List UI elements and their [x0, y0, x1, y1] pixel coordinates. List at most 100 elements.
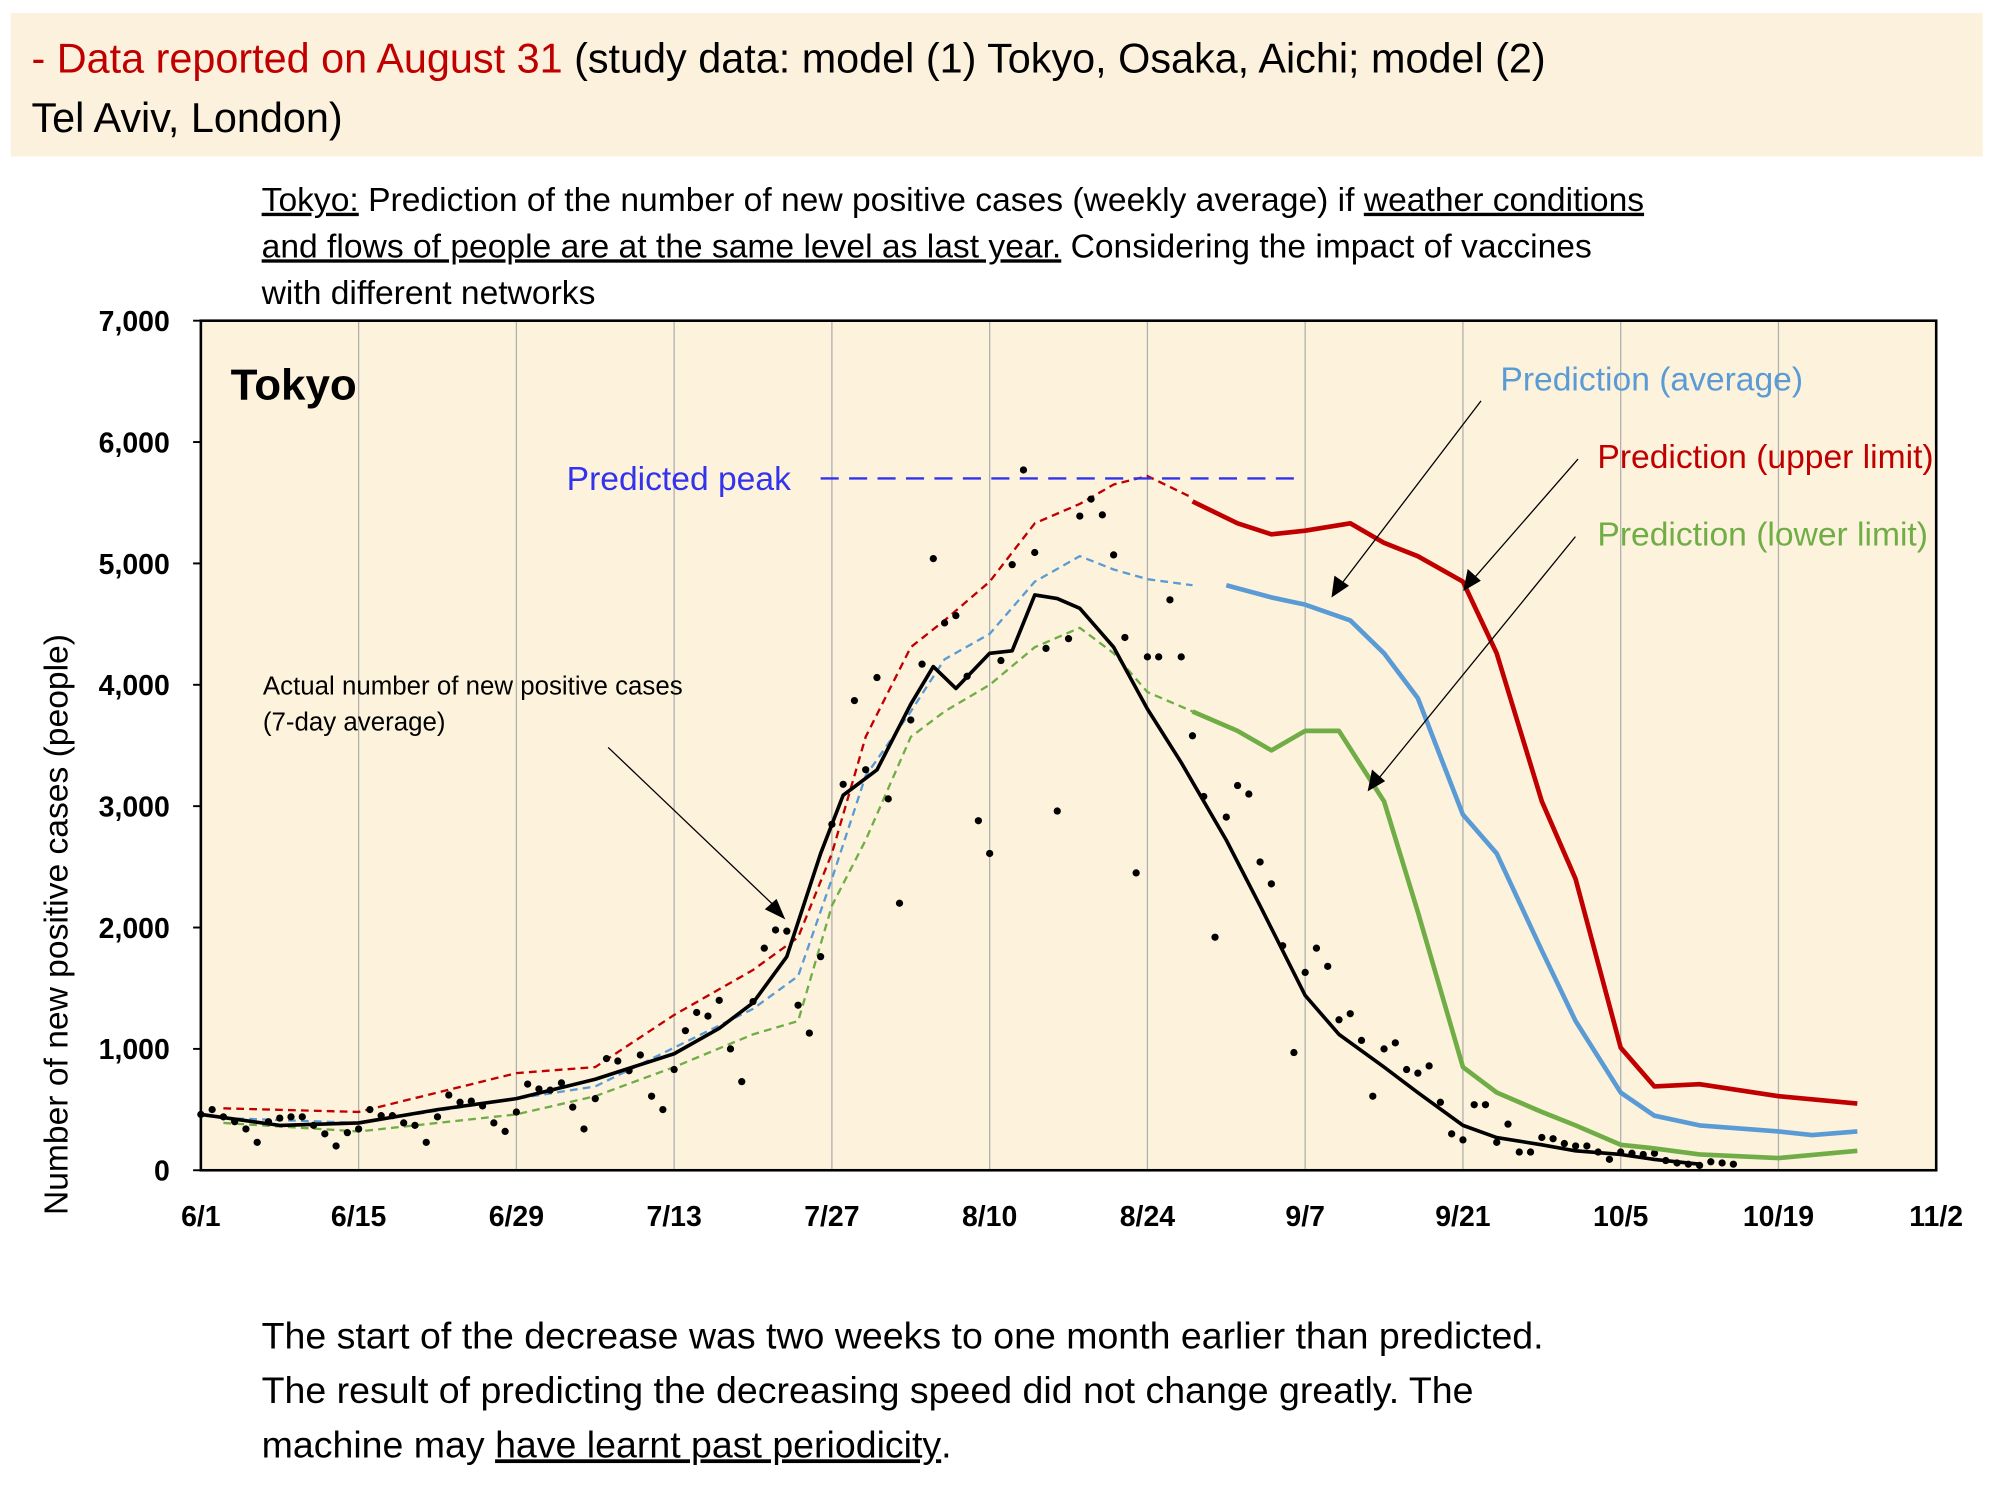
- daily-point: [557, 1079, 566, 1087]
- daily-point: [670, 1065, 678, 1074]
- daily-point: [445, 1091, 453, 1099]
- daily-point: [355, 1125, 363, 1133]
- arrow-head: [1463, 569, 1481, 591]
- arrow: [1377, 536, 1576, 781]
- peak-label: Predicted peak: [567, 461, 791, 498]
- daily-point: [1098, 511, 1106, 519]
- plot-area: [200, 320, 1937, 1171]
- daily-point: [1245, 790, 1253, 798]
- daily-point: [1436, 1098, 1445, 1106]
- daily-point: [1560, 1139, 1568, 1148]
- daily-point: [940, 619, 949, 627]
- daily-point: [636, 1051, 644, 1059]
- daily-point: [1391, 1039, 1399, 1047]
- line: [1191, 499, 1858, 1106]
- daily-point: [276, 1114, 284, 1122]
- x-tick-label: 11/2: [1909, 1201, 1963, 1233]
- daily-point: [771, 926, 780, 934]
- daily-point: [704, 1012, 712, 1020]
- legend-label: Prediction (average): [1500, 362, 1803, 399]
- y-tick-label: 3,000: [99, 792, 170, 824]
- daily-point: [422, 1138, 430, 1146]
- daily-point: [839, 780, 847, 788]
- daily-point: [1481, 1101, 1490, 1109]
- daily-point: [884, 795, 892, 803]
- daily-point: [1571, 1142, 1580, 1150]
- daily-point: [1233, 781, 1242, 790]
- subtitle-line: Tokyo: Prediction of the number of new p…: [262, 182, 1644, 219]
- header-text: (study data: model (1) Tokyo, Osaka, Aic…: [563, 35, 1546, 81]
- daily-point: [591, 1095, 599, 1103]
- x-tick-label: 8/24: [1120, 1201, 1176, 1233]
- daily-point: [1019, 466, 1028, 474]
- x-tick-label: 10/19: [1743, 1201, 1814, 1233]
- daily-point: [659, 1105, 667, 1114]
- daily-point: [862, 766, 870, 774]
- daily-point: [1053, 807, 1061, 815]
- daily-point: [535, 1085, 543, 1093]
- daily-point: [1109, 551, 1118, 559]
- x-tick-label: 6/29: [489, 1201, 544, 1233]
- arrow: [1471, 458, 1579, 582]
- daily-point: [1425, 1062, 1433, 1070]
- daily-point: [1177, 653, 1185, 661]
- daily-point: [343, 1129, 351, 1137]
- daily-point: [817, 953, 825, 961]
- daily-point: [1155, 653, 1163, 661]
- header-line: - Data reported on August 31 (study data…: [31, 35, 1545, 81]
- x-tick-label: 9/21: [1435, 1201, 1491, 1233]
- daily-point: [907, 716, 915, 724]
- y-axis-label: Number of new positive cases (people): [39, 634, 76, 1215]
- caption-line: The result of predicting the decreasing …: [262, 1369, 1474, 1411]
- daily-point: [1267, 880, 1275, 888]
- arrow-head: [1331, 575, 1349, 598]
- daily-point: [1448, 1130, 1456, 1138]
- daily-point: [1188, 732, 1197, 740]
- x-tick-label: 9/7: [1285, 1201, 1325, 1233]
- daily-point: [1357, 1036, 1366, 1045]
- texts: - Data reported on August 31 (study data…: [31, 35, 1963, 1465]
- daily-point: [726, 1045, 735, 1053]
- daily-point: [253, 1138, 261, 1146]
- daily-point: [1380, 1045, 1388, 1053]
- legend-label: Prediction (lower limit): [1597, 517, 1928, 554]
- daily-point: [783, 927, 791, 935]
- daily-point: [681, 1027, 690, 1035]
- daily-point: [433, 1113, 442, 1121]
- daily-point: [1470, 1101, 1478, 1109]
- daily-point: [400, 1119, 408, 1127]
- header-text: - Data reported on August 31: [31, 35, 562, 81]
- x-tick-label: 6/1: [181, 1201, 221, 1233]
- subtitle-text: weather conditions: [1363, 182, 1644, 219]
- daily-point: [952, 611, 960, 620]
- x-tick-label: 7/27: [804, 1201, 859, 1233]
- arrow: [1339, 400, 1482, 587]
- line: [1225, 583, 1858, 1138]
- marks: [197, 466, 1858, 1170]
- daily-point: [1605, 1155, 1614, 1163]
- daily-point: [1143, 653, 1152, 661]
- arrow-head: [1367, 769, 1386, 792]
- daily-point: [298, 1113, 306, 1121]
- subtitle-text: Tokyo:: [262, 182, 359, 219]
- daily-point: [760, 944, 768, 952]
- daily-point: [1132, 869, 1140, 877]
- arrow: [607, 746, 777, 909]
- daily-point: [1256, 858, 1264, 866]
- daily-point: [929, 554, 937, 563]
- daily-point: [647, 1092, 656, 1100]
- daily-point: [208, 1105, 216, 1114]
- caption-text: .: [941, 1423, 951, 1465]
- y-tick-label: 4,000: [99, 670, 170, 702]
- daily-point: [524, 1080, 532, 1088]
- daily-point: [580, 1125, 588, 1133]
- subtitle-line: with different networks: [261, 275, 596, 312]
- caption-text: The start of the decrease was two weeks …: [262, 1315, 1544, 1357]
- x-tick-label: 6/15: [331, 1201, 387, 1233]
- daily-point: [1707, 1158, 1715, 1166]
- line: [1191, 709, 1858, 1161]
- daily-point: [1549, 1135, 1557, 1143]
- daily-point: [1301, 968, 1309, 977]
- header-text: Tel Aviv, London): [31, 95, 342, 141]
- daily-point: [1064, 635, 1073, 643]
